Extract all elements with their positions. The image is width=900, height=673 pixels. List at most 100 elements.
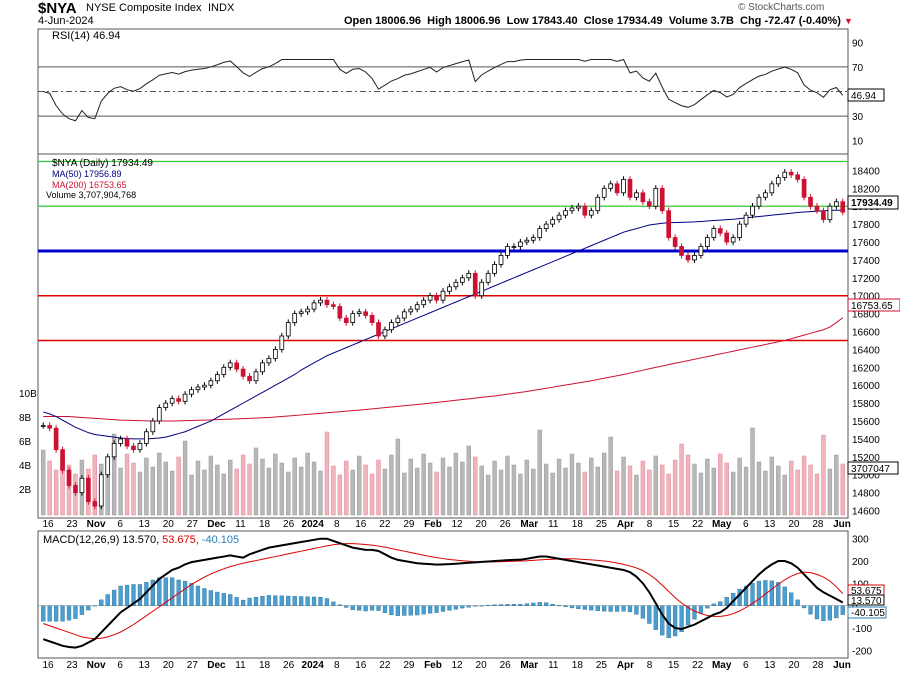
macd-x-tick-label: 22 <box>692 660 704 671</box>
macd-histogram-bar <box>202 588 207 606</box>
macd-histogram-bar <box>344 605 349 608</box>
volume-bar <box>137 471 143 516</box>
macd-histogram-bar <box>814 605 820 620</box>
price-x-tick-label: 12 <box>451 519 463 530</box>
price-tick-label: 16000 <box>852 381 880 392</box>
volume-bar <box>634 474 639 516</box>
volume-tick-label: 4B <box>19 461 32 472</box>
macd-histogram-bar <box>614 605 620 612</box>
macd-histogram-bar <box>466 605 471 608</box>
macd-histogram-bar <box>311 596 317 606</box>
volume-tick-label: 8B <box>19 413 32 424</box>
volume-bar <box>460 461 465 516</box>
macd-histogram-bar <box>524 603 529 606</box>
volume-bar <box>447 466 452 516</box>
candle-body <box>208 380 214 386</box>
candle-body <box>350 313 356 323</box>
volume-bar <box>524 459 530 516</box>
price-x-tick-label: Dec <box>207 519 226 530</box>
macd-histogram-bar <box>86 605 91 611</box>
macd-histogram-bar <box>440 605 446 612</box>
macd-x-tick-label: 11 <box>235 660 246 671</box>
volume-bar <box>311 461 317 516</box>
macd-histogram-bar <box>163 577 168 606</box>
volume-bar <box>537 429 542 516</box>
macd-histogram-bar <box>486 605 491 606</box>
macd-histogram-bar <box>531 602 536 606</box>
volume-bar <box>640 460 646 516</box>
volume-bar <box>408 458 413 516</box>
candle-body <box>395 317 401 323</box>
volume-bar <box>286 471 291 516</box>
price-x-tick-label: 18 <box>572 519 584 530</box>
candle-body <box>221 366 227 375</box>
candle-body <box>601 187 607 198</box>
candle-body <box>460 277 465 283</box>
price-x-tick-label: 8 <box>334 519 340 530</box>
candle-body <box>453 281 459 288</box>
macd-histogram-bar <box>672 605 678 637</box>
price-x-tick-label: 22 <box>379 519 391 530</box>
volume-bar <box>827 468 833 516</box>
macd-histogram-bar <box>240 599 246 606</box>
macd-histogram-bar <box>602 605 607 612</box>
volume-bar <box>795 469 800 516</box>
rsi-title: RSI(14) 46.94 <box>52 30 120 42</box>
volume-bar <box>118 467 123 516</box>
volume-bar <box>247 463 252 516</box>
macd-x-tick-label: 6 <box>117 660 123 671</box>
price-legend-0: $NYA (Daily) 17934.49 <box>52 158 153 169</box>
ma200-last-tag <box>847 298 900 312</box>
candle-body <box>447 286 452 292</box>
macd-histogram-bar <box>286 595 291 606</box>
macd-histogram-bar <box>679 605 684 632</box>
volume-bar <box>756 461 762 516</box>
candle-body <box>401 311 407 319</box>
macd-histogram-bar <box>395 605 400 616</box>
volume-bar <box>576 462 581 516</box>
candle-body <box>324 299 330 306</box>
macd-tick-label: -100 <box>852 624 872 635</box>
chart-index-name: NYSE Composite Index <box>86 2 202 14</box>
candle-body <box>782 171 788 178</box>
macd-histogram-bar <box>408 605 413 616</box>
candle-body <box>717 228 723 234</box>
macd-histogram-bar <box>105 594 110 606</box>
macd-histogram-bar <box>434 605 439 613</box>
candle-body <box>505 246 510 256</box>
price-tick-label: 15000 <box>852 471 880 482</box>
macd-histogram-bar <box>182 580 188 606</box>
volume-bar <box>840 463 845 516</box>
price-x-tick-label: 15 <box>668 519 680 530</box>
candle-body <box>724 232 730 243</box>
macd-histogram-bar <box>324 598 330 606</box>
volume-bar <box>485 474 491 516</box>
volume-bar <box>163 461 168 516</box>
macd-histogram-bar <box>724 596 729 606</box>
candle-body <box>60 449 65 471</box>
candle-body <box>137 442 143 451</box>
macd-last-tag <box>847 594 885 606</box>
volume-bar <box>808 464 813 516</box>
volume-bar <box>298 466 304 516</box>
candle-body <box>550 219 555 225</box>
candle-body <box>763 192 768 198</box>
candle-body <box>647 201 652 207</box>
macd-histogram-bar <box>382 605 388 614</box>
macd-histogram-bar <box>640 605 646 619</box>
macd-histogram-bar <box>369 605 375 611</box>
price-x-tick-label: 25 <box>596 519 608 530</box>
candle-body <box>679 246 684 256</box>
macd-x-tick-label: 22 <box>379 660 391 671</box>
candle-body <box>653 187 659 207</box>
candle-body <box>66 469 72 486</box>
price-x-tick-label: 13 <box>764 519 776 530</box>
price-tick-label: 18400 <box>852 166 880 177</box>
volume-bar <box>169 470 175 516</box>
candle-body <box>563 210 568 216</box>
macd-histogram-bar <box>273 595 278 606</box>
macd-histogram-bar <box>157 577 162 606</box>
volume-bar <box>234 468 239 516</box>
macd-x-tick-label: Mar <box>520 660 538 671</box>
